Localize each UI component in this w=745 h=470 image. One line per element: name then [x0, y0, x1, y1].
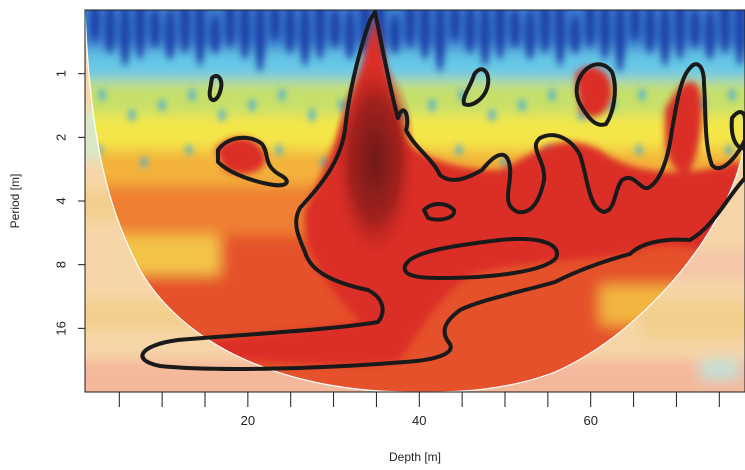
heatmap-inside-coi: [85, 10, 745, 392]
y-axis: 1 2 4 8 16: [54, 70, 85, 336]
heatmap-red-regions: [157, 15, 745, 365]
cone-of-influence-line: [85, 10, 745, 392]
x-axis: 20 40 60: [118, 392, 720, 428]
x-tick-label: 40: [412, 413, 426, 428]
contour-top-mid: [461, 67, 491, 107]
contour-oval: [402, 237, 559, 280]
x-tick-label: 60: [583, 413, 597, 428]
y-tick-label: 4: [54, 197, 69, 204]
contour-upper-left: [216, 135, 289, 188]
contour-mid-small: [422, 202, 457, 222]
y-axis-label: Period [m]: [8, 174, 22, 229]
y-tick-label: 1: [54, 70, 69, 77]
y-tick-label: 8: [54, 261, 69, 268]
heatmap-field: [85, 10, 745, 392]
significance-contours: [140, 10, 745, 371]
x-axis-label: Depth [m]: [389, 450, 441, 464]
heatmap-blue-texture: [90, 10, 745, 72]
contour-right-top: [574, 62, 617, 127]
y-tick-label: 16: [54, 321, 69, 335]
contour-right-edge: [729, 110, 745, 151]
contour-main: [140, 10, 745, 371]
x-tick-label: 20: [241, 413, 255, 428]
contour-small-left: [207, 74, 224, 102]
power-peak: [333, 60, 417, 260]
y-tick-label: 2: [54, 134, 69, 141]
